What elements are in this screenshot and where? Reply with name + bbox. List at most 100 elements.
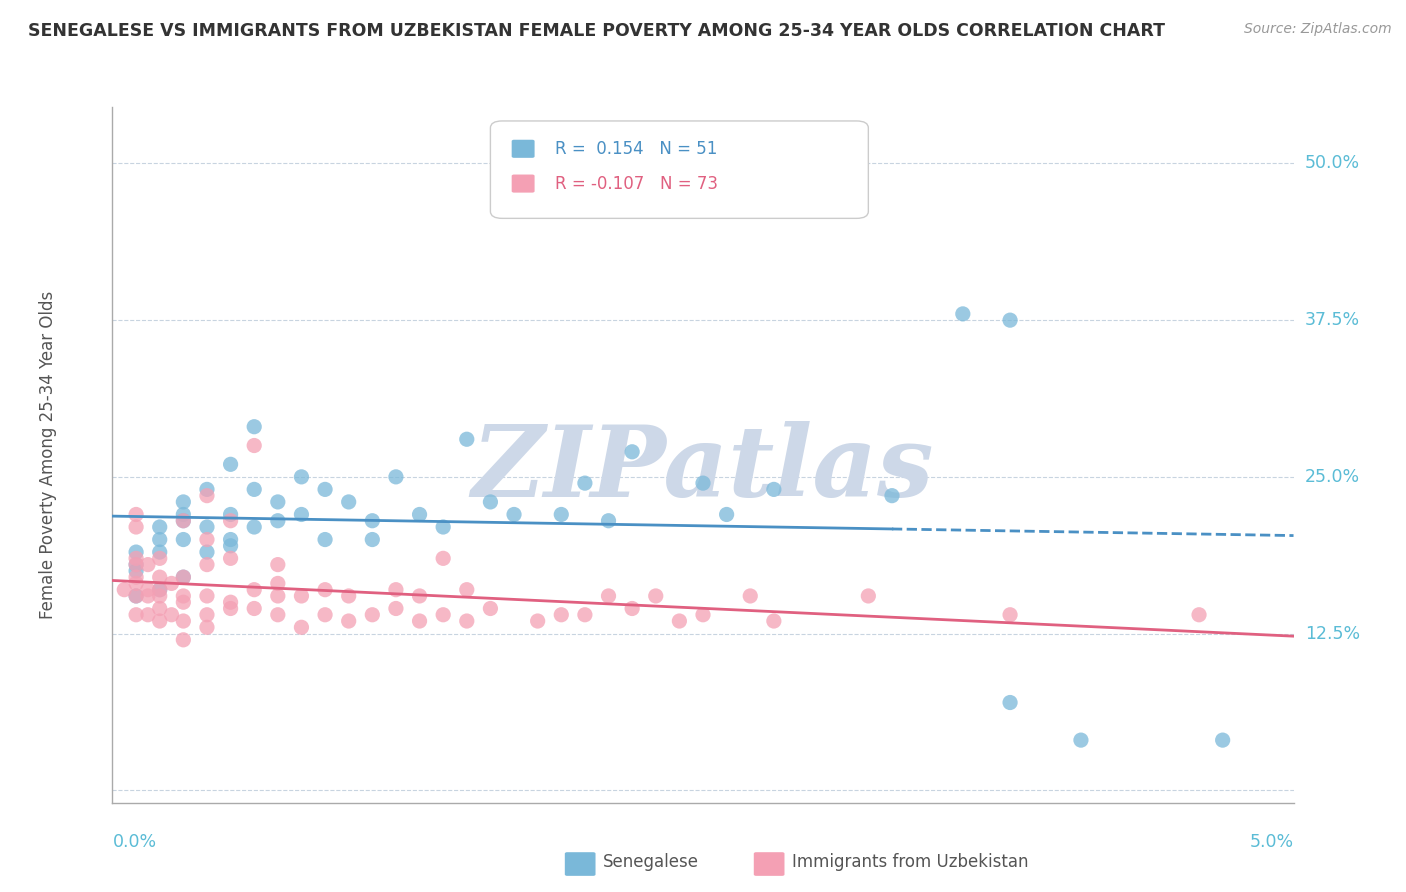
Point	[149, 570, 172, 584]
Point	[149, 589, 172, 603]
Point	[432, 607, 454, 622]
FancyBboxPatch shape	[754, 852, 785, 876]
Point	[136, 607, 159, 622]
Text: 50.0%: 50.0%	[1305, 154, 1360, 172]
Point	[112, 582, 135, 597]
Point	[692, 476, 714, 491]
Point	[125, 589, 148, 603]
Point	[314, 582, 336, 597]
Point	[160, 576, 183, 591]
Point	[740, 589, 762, 603]
Point	[149, 520, 172, 534]
Point	[125, 576, 148, 591]
Point	[267, 558, 290, 572]
Point	[172, 570, 194, 584]
Text: 25.0%: 25.0%	[1305, 468, 1360, 486]
Text: 37.5%: 37.5%	[1305, 311, 1360, 329]
Point	[361, 514, 384, 528]
Point	[314, 607, 336, 622]
Point	[160, 607, 183, 622]
Point	[219, 601, 242, 615]
Point	[219, 533, 242, 547]
Point	[621, 601, 644, 615]
Point	[361, 607, 384, 622]
Point	[314, 533, 336, 547]
Point	[149, 582, 172, 597]
FancyBboxPatch shape	[512, 140, 534, 158]
Point	[125, 589, 148, 603]
Point	[149, 601, 172, 615]
Point	[125, 564, 148, 578]
Point	[762, 614, 785, 628]
Point	[479, 601, 502, 615]
Point	[172, 570, 194, 584]
Point	[408, 614, 430, 628]
Point	[644, 589, 666, 603]
Point	[952, 307, 974, 321]
Point	[219, 595, 242, 609]
Point	[125, 558, 148, 572]
Text: 0.0%: 0.0%	[112, 833, 156, 851]
Point	[361, 533, 384, 547]
Text: 12.5%: 12.5%	[1305, 624, 1360, 642]
Text: Female Poverty Among 25-34 Year Olds: Female Poverty Among 25-34 Year Olds	[38, 291, 56, 619]
Point	[219, 539, 242, 553]
Point	[503, 508, 526, 522]
Text: R =  0.154   N = 51: R = 0.154 N = 51	[555, 140, 717, 158]
Point	[267, 589, 290, 603]
Point	[172, 514, 194, 528]
FancyBboxPatch shape	[565, 852, 596, 876]
Text: 5.0%: 5.0%	[1250, 833, 1294, 851]
Point	[267, 576, 290, 591]
Point	[858, 589, 880, 603]
Point	[408, 589, 430, 603]
Point	[219, 508, 242, 522]
Point	[136, 582, 159, 597]
Point	[290, 620, 312, 634]
Point	[385, 582, 408, 597]
Point	[1212, 733, 1234, 747]
Point	[456, 582, 478, 597]
Point	[314, 483, 336, 497]
Point	[432, 520, 454, 534]
Point	[526, 614, 548, 628]
Point	[219, 551, 242, 566]
Point	[762, 483, 785, 497]
Text: Immigrants from Uzbekistan: Immigrants from Uzbekistan	[792, 853, 1028, 871]
Point	[149, 614, 172, 628]
Point	[550, 607, 572, 622]
Point	[195, 620, 218, 634]
Point	[337, 589, 360, 603]
Point	[243, 601, 266, 615]
Point	[290, 589, 312, 603]
Point	[267, 495, 290, 509]
Point	[136, 558, 159, 572]
Point	[408, 508, 430, 522]
Point	[290, 470, 312, 484]
Point	[219, 458, 242, 472]
Point	[243, 438, 266, 452]
Point	[1188, 607, 1211, 622]
Point	[195, 589, 218, 603]
Text: Source: ZipAtlas.com: Source: ZipAtlas.com	[1244, 22, 1392, 37]
Point	[195, 520, 218, 534]
Point	[125, 545, 148, 559]
Point	[479, 495, 502, 509]
Point	[880, 489, 903, 503]
Point	[149, 533, 172, 547]
Point	[1070, 733, 1092, 747]
Point	[716, 508, 738, 522]
Point	[385, 601, 408, 615]
Point	[172, 614, 194, 628]
Point	[172, 495, 194, 509]
Text: Senegalese: Senegalese	[603, 853, 699, 871]
Point	[195, 607, 218, 622]
Point	[195, 558, 218, 572]
Point	[998, 696, 1021, 710]
Text: ZIPatlas: ZIPatlas	[472, 421, 934, 517]
Point	[195, 483, 218, 497]
Point	[125, 520, 148, 534]
Text: SENEGALESE VS IMMIGRANTS FROM UZBEKISTAN FEMALE POVERTY AMONG 25-34 YEAR OLDS CO: SENEGALESE VS IMMIGRANTS FROM UZBEKISTAN…	[28, 22, 1166, 40]
Point	[243, 520, 266, 534]
Point	[219, 514, 242, 528]
